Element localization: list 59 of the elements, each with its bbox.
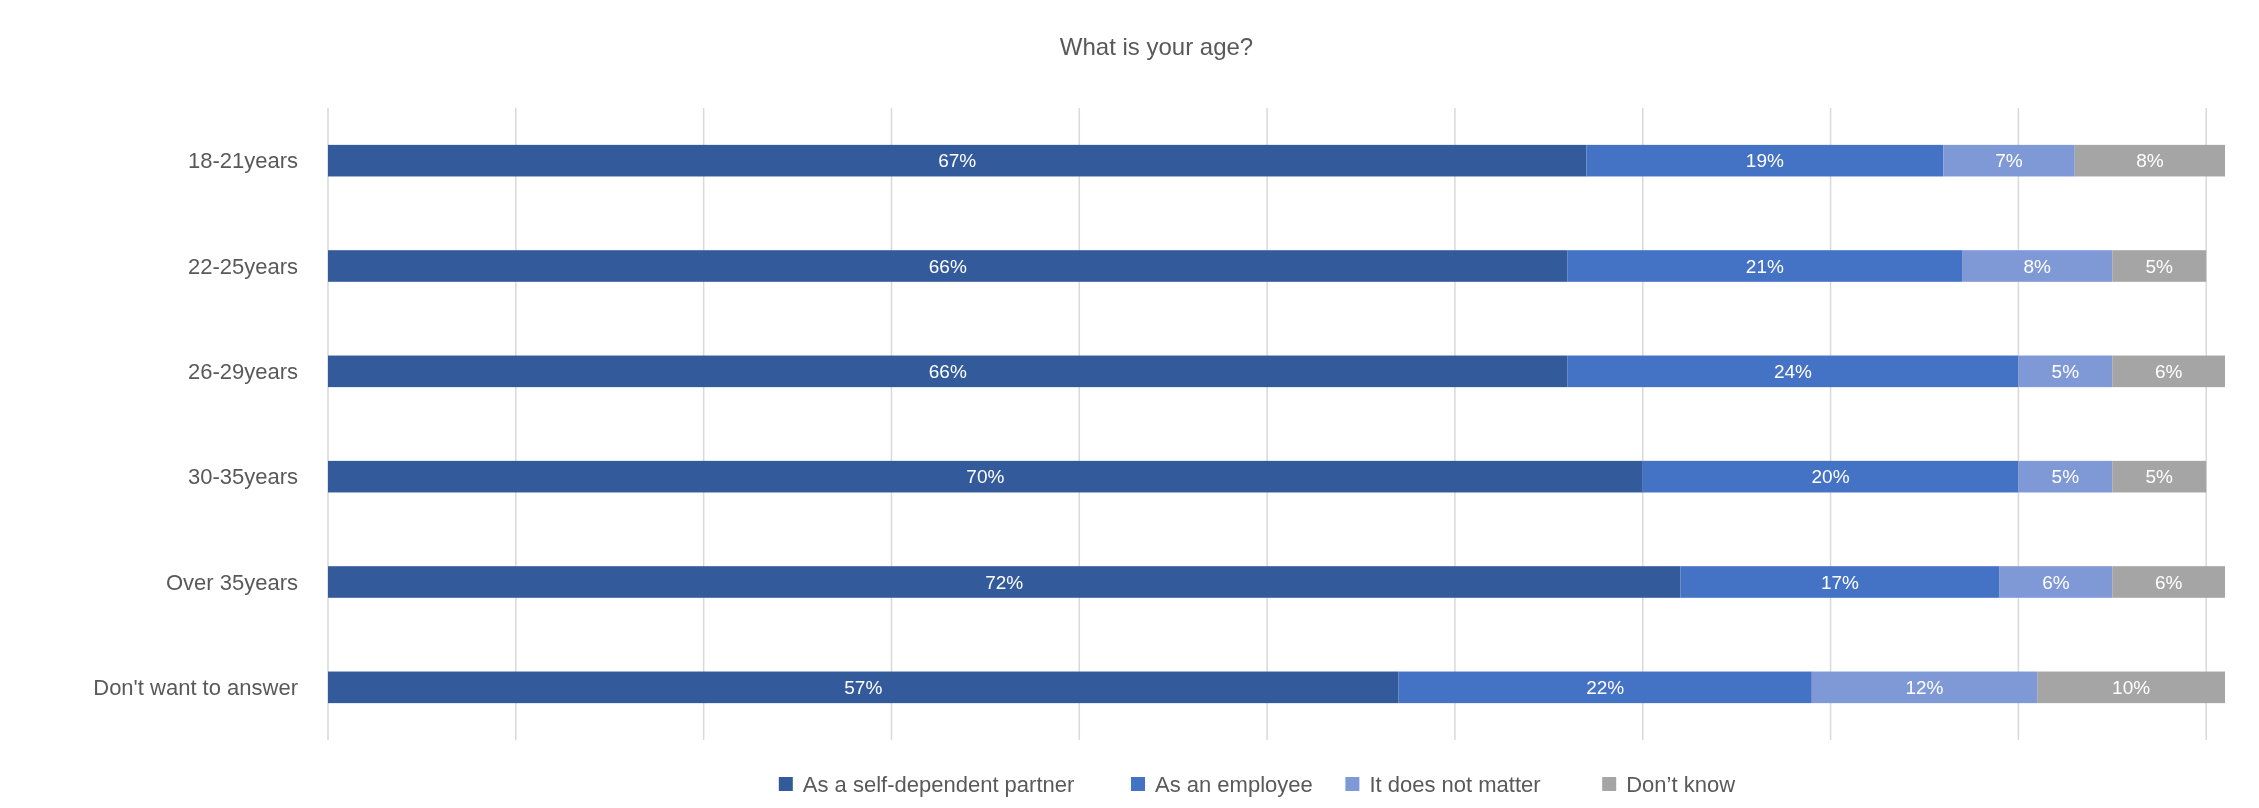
data-label: 57% bbox=[844, 676, 883, 698]
data-label: 5% bbox=[2145, 466, 2174, 488]
data-label: 8% bbox=[2136, 150, 2164, 172]
bar bbox=[2074, 144, 2225, 177]
y-tick-label: Over 35years bbox=[165, 569, 298, 595]
bar bbox=[1680, 566, 2000, 598]
legend-label: It does not matter bbox=[1369, 771, 1541, 797]
data-label: 5% bbox=[2051, 360, 2080, 382]
data-label: 5% bbox=[2051, 466, 2080, 488]
bar bbox=[1567, 250, 1963, 282]
bar bbox=[2018, 460, 2113, 493]
chart-title: What is your age? bbox=[1059, 33, 1254, 60]
data-label: 7% bbox=[1995, 150, 2023, 172]
data-label: 24% bbox=[1773, 360, 1813, 382]
legend-label: As an employee bbox=[1155, 771, 1313, 797]
bar bbox=[328, 144, 1587, 177]
data-label: 67% bbox=[938, 150, 977, 172]
bar bbox=[1398, 671, 1812, 704]
data-label: 17% bbox=[1820, 571, 1860, 593]
data-label: 5% bbox=[2145, 255, 2174, 277]
bar bbox=[2018, 355, 2113, 388]
bar bbox=[1962, 250, 2113, 282]
data-label: 66% bbox=[928, 360, 967, 382]
bar bbox=[328, 671, 1399, 704]
bar bbox=[328, 460, 1643, 493]
bar bbox=[328, 355, 1568, 388]
y-tick-label: Don't want to answer bbox=[93, 675, 298, 701]
bar bbox=[2037, 671, 2225, 704]
y-tick-label: 26-29years bbox=[187, 359, 298, 385]
data-label: 6% bbox=[2154, 571, 2183, 593]
legend-label: Don’t know bbox=[1626, 771, 1736, 797]
data-label: 21% bbox=[1745, 255, 1784, 277]
data-label: 70% bbox=[966, 466, 1005, 488]
bar bbox=[2112, 460, 2207, 493]
data-label: 12% bbox=[1905, 676, 1944, 698]
data-label: 8% bbox=[2023, 255, 2052, 277]
y-tick-label: 18-21years bbox=[187, 148, 298, 174]
bar bbox=[328, 250, 1568, 282]
data-label: 6% bbox=[2154, 360, 2183, 382]
legend-label: As a self-dependent partner bbox=[802, 771, 1075, 797]
bar bbox=[1567, 355, 2019, 388]
y-tick-label: 22-25years bbox=[187, 253, 298, 279]
bar bbox=[1999, 566, 2113, 598]
bar bbox=[1811, 671, 2038, 704]
data-label: 19% bbox=[1745, 150, 1784, 172]
data-label: 6% bbox=[2042, 571, 2070, 593]
y-tick-label: 30-35years bbox=[187, 464, 298, 490]
bar bbox=[1943, 144, 2075, 177]
data-label: 22% bbox=[1586, 676, 1625, 698]
data-label: 10% bbox=[2112, 676, 2151, 698]
bar bbox=[2112, 355, 2225, 388]
data-label: 20% bbox=[1811, 466, 1850, 488]
data-label: 66% bbox=[928, 255, 967, 277]
bar bbox=[2112, 566, 2225, 598]
bar bbox=[1642, 460, 2019, 493]
bar bbox=[1586, 144, 1944, 177]
data-label: 72% bbox=[985, 571, 1024, 593]
bar bbox=[328, 566, 1681, 598]
bar bbox=[2112, 250, 2207, 282]
